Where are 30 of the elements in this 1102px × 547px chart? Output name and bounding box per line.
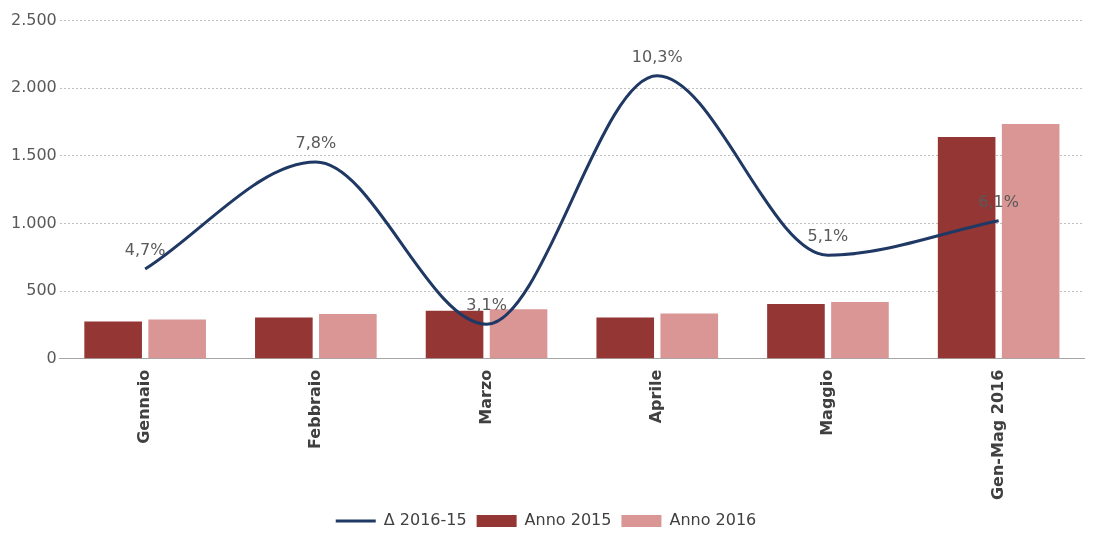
- x-tick-label: Gen-Mag 2016: [987, 369, 1007, 501]
- legend-label: Anno 2015: [524, 510, 612, 530]
- x-tick-label: Febbraio: [305, 369, 325, 449]
- bar: [425, 310, 484, 359]
- data-label: 6,1%: [978, 191, 1019, 211]
- x-tick-label: Aprile: [646, 369, 666, 424]
- y-tick-label: 0: [46, 347, 57, 367]
- x-tick-label: Marzo: [475, 369, 495, 425]
- data-label: 10,3%: [631, 46, 683, 66]
- bar: [831, 301, 889, 359]
- y-tick-label: 2.000: [10, 77, 57, 97]
- legend-label: Δ 2016-15: [383, 510, 467, 530]
- x-tick-label: Gennaio: [134, 369, 154, 444]
- x-tick-label: Maggio: [817, 369, 837, 436]
- y-tick-label: 2.500: [10, 9, 57, 29]
- y-tick-label: 1.500: [10, 145, 57, 164]
- data-label: 7,8%: [295, 133, 337, 153]
- y-tick-label: 1.000: [10, 212, 57, 232]
- data-label: 4,7%: [124, 240, 166, 260]
- bar: [319, 314, 377, 359]
- bar: [255, 317, 313, 359]
- y-tick-label: 500: [26, 280, 57, 300]
- legend-label: Anno 2016: [669, 510, 757, 530]
- bar: [660, 313, 719, 359]
- data-label: 3,1%: [466, 295, 507, 315]
- data-label: 5,1%: [807, 226, 849, 246]
- bar: [596, 317, 655, 359]
- bar: [767, 303, 825, 359]
- bar: [84, 321, 142, 359]
- bar: [148, 319, 206, 359]
